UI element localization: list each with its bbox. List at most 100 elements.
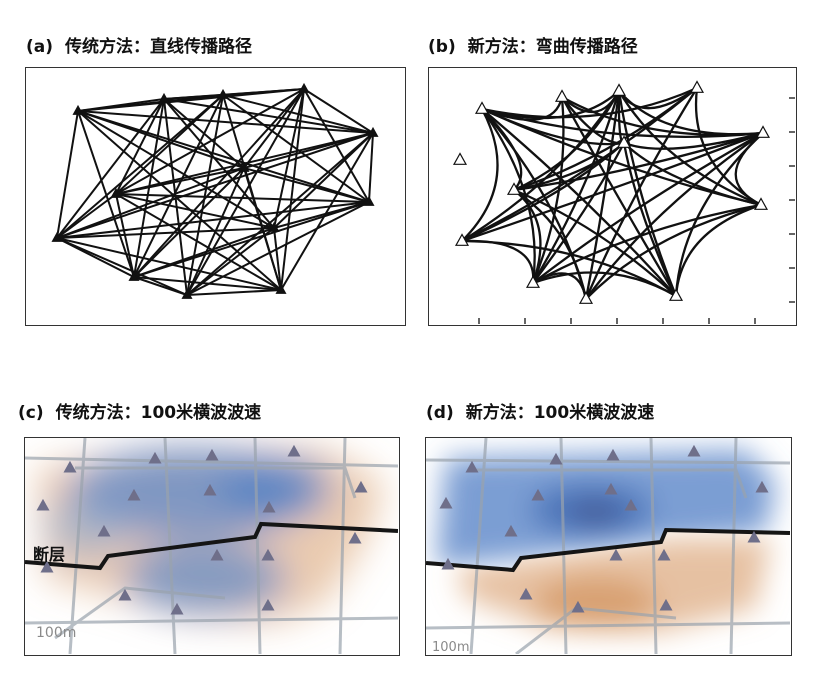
ray-path-straight (56, 110, 79, 239)
ray-path-curved (513, 189, 588, 300)
ray-path-straight (56, 237, 282, 291)
station-icon (110, 187, 122, 198)
panel-a-label: (a) (26, 37, 54, 57)
ray-path-curved (674, 203, 762, 297)
station-icon (148, 451, 162, 464)
ray-path-straight (243, 88, 305, 169)
station-icon (287, 444, 301, 457)
curved-rays-svg (452, 80, 795, 324)
station-icon (465, 460, 479, 473)
station-icon (262, 500, 276, 513)
ray-path-curved (617, 90, 678, 297)
ray-path-straight (368, 132, 374, 203)
station-icon (170, 602, 184, 615)
ray-path-curved (513, 142, 625, 192)
ray-path-curved (584, 90, 621, 300)
panel-a-ray-diagram (25, 67, 406, 326)
ray-path-curved (532, 131, 764, 284)
station-icon (519, 587, 533, 600)
ray-path-straight (115, 193, 275, 229)
station-icon (97, 524, 111, 537)
station-icon (363, 195, 375, 206)
ray-path-curved (734, 132, 764, 207)
panel-a-title: (a) 传统方法：直线传播路径 (26, 32, 252, 57)
ray-path-curved (513, 189, 542, 284)
ray-path-straight (56, 201, 370, 239)
station-icon (606, 448, 620, 461)
ray-path-straight (186, 132, 374, 296)
velocity-map-c-svg (25, 438, 398, 654)
station-icon (298, 82, 310, 93)
ray-path-curved (623, 142, 762, 207)
ray-path-curved (532, 90, 621, 284)
ray-path-curved (481, 108, 523, 191)
ray-path-straight (133, 276, 282, 291)
ray-path-curved (513, 87, 698, 192)
ray-path-straight (115, 98, 165, 195)
ray-path-straight (115, 88, 305, 195)
station-icon (755, 125, 771, 138)
ray-path-curved (585, 132, 764, 300)
station-icon (203, 483, 217, 496)
ray-path-straight (56, 237, 188, 296)
station-icon (525, 275, 541, 288)
panel-d-velocity-map (425, 437, 792, 656)
ray-path-straight (133, 167, 245, 278)
station-icon (348, 531, 362, 544)
ray-path-straight (77, 110, 245, 169)
panel-c-label: (c) (18, 403, 44, 423)
ray-path-straight (56, 94, 224, 239)
station-icon (128, 270, 140, 281)
ray-path-straight (243, 132, 374, 169)
ray-path-straight (273, 132, 374, 229)
station-icon (181, 288, 193, 299)
panel-d-caption: 新方法：100米横波波速 (465, 403, 655, 423)
ray-path-straight (77, 110, 282, 291)
station-icon (238, 161, 250, 172)
station-icon (474, 101, 490, 114)
station-icon (261, 598, 275, 611)
station-icon (127, 488, 141, 501)
ray-path-curved (622, 142, 678, 297)
station-icon (657, 548, 671, 561)
ray-path-straight (303, 88, 374, 134)
ray-path-straight (222, 88, 305, 96)
station-icon (531, 488, 545, 501)
ray-path-straight (133, 276, 188, 296)
ray-path-straight (56, 193, 117, 239)
station-icon (549, 452, 563, 465)
ray-path-straight (222, 94, 370, 203)
station-icon (611, 83, 627, 96)
station-icon (367, 126, 379, 137)
station-icon (217, 88, 229, 99)
ray-path-straight (77, 110, 275, 229)
station-icon (205, 448, 219, 461)
ray-path-straight (77, 110, 135, 278)
ray-path-straight (273, 227, 282, 291)
ray-path-straight (243, 167, 370, 203)
station-icon (616, 135, 632, 148)
panel-b-label: (b) (428, 37, 456, 57)
station-icon (668, 288, 684, 301)
station-icon (158, 92, 170, 103)
station-icon (506, 182, 522, 195)
panel-b-title: (b) 新方法：弯曲传播路径 (428, 32, 638, 57)
panel-c-velocity-map (24, 437, 400, 656)
panel-c-title: (c) 传统方法：100米横波波速 (18, 398, 261, 423)
ray-path-straight (280, 132, 374, 291)
ray-path-straight (115, 193, 370, 203)
station-icon (72, 104, 84, 115)
ray-path-curved (560, 96, 677, 297)
station-icon (354, 480, 368, 493)
panel-d-label: (d) (426, 403, 454, 423)
ray-path-curved (461, 239, 535, 284)
ray-path-curved (481, 86, 698, 119)
station-icon (118, 588, 132, 601)
ray-path-curved (513, 90, 621, 192)
ray-path-curved (532, 271, 677, 297)
ray-path-straight (77, 110, 370, 203)
ray-path-straight (133, 227, 275, 278)
ray-path-straight (115, 167, 245, 195)
station-icon (261, 548, 275, 561)
scale-bar-c: 100m (36, 625, 77, 641)
